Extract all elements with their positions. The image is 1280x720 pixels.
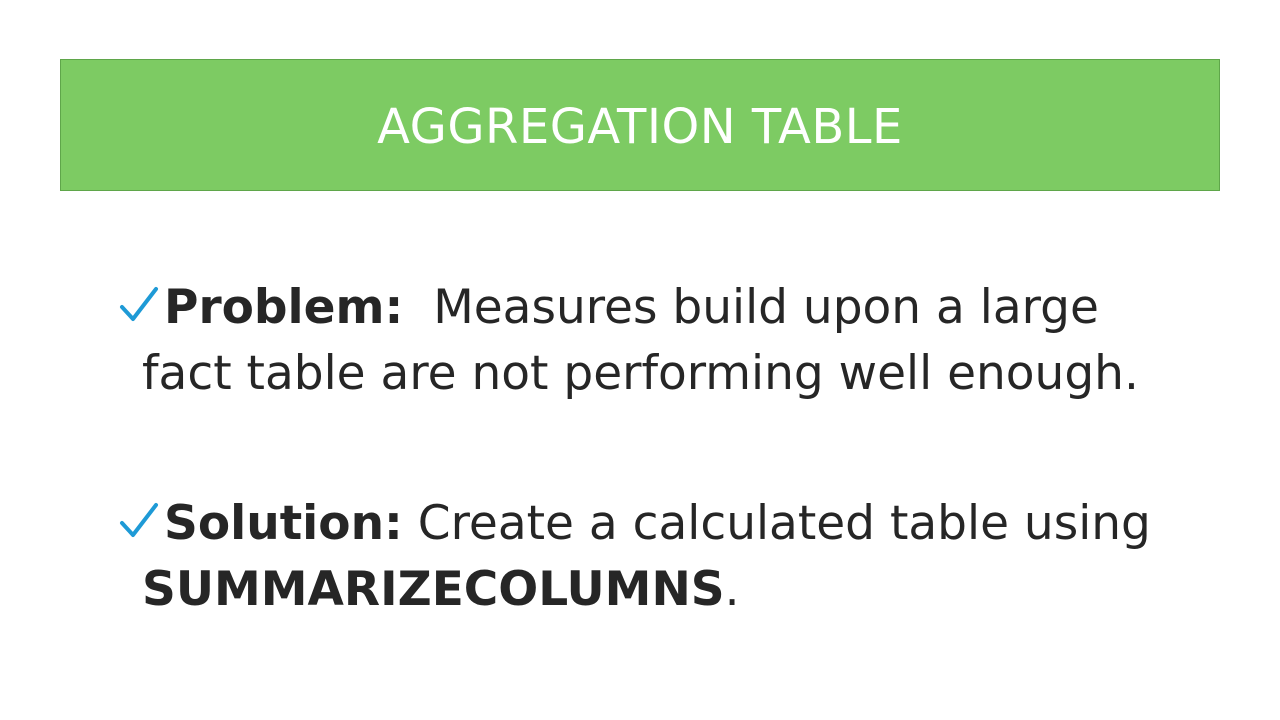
- bullet-text-problem: Measures build upon a large: [433, 280, 1099, 335]
- function-name: SUMMARIZECOLUMNS: [142, 562, 725, 617]
- title-bar: AGGREGATION TABLE: [60, 59, 1220, 191]
- check-mark-icon: [120, 287, 158, 321]
- bullet-line-2: SUMMARIZECOLUMNS.: [142, 557, 1218, 623]
- bullet-line-2: fact table are not performing well enoug…: [142, 346, 1139, 401]
- bullet-text-solution: Create a calculated table using: [417, 496, 1151, 551]
- slide-title: AGGREGATION TABLE: [377, 99, 903, 155]
- bullet-line-1: Solution: Create a calculated table usin…: [164, 491, 1218, 557]
- check-mark-icon: [120, 503, 158, 537]
- sentence-period: .: [724, 562, 740, 617]
- bullet-item-solution: Solution: Create a calculated table usin…: [118, 491, 1218, 623]
- bullet-list: Problem: Measures build upon a large fac…: [118, 275, 1218, 623]
- bullet-lead-solution: Solution:: [164, 496, 403, 551]
- bullet-line-1: Problem: Measures build upon a large: [164, 275, 1218, 341]
- bullet-item-problem: Problem: Measures build upon a large fac…: [118, 275, 1218, 407]
- bullet-lead-problem: Problem:: [164, 280, 404, 335]
